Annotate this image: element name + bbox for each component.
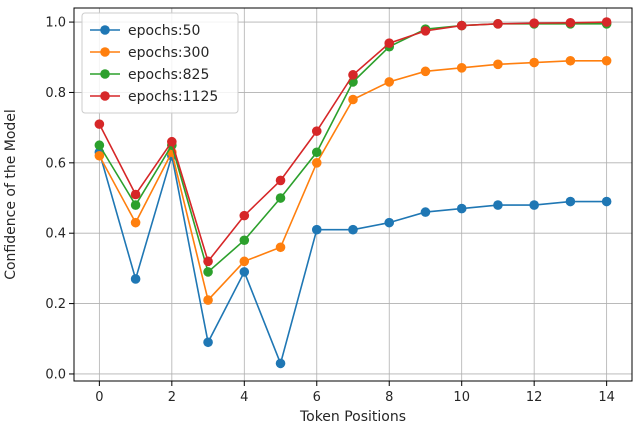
x-tick-label: 14 — [598, 390, 615, 405]
data-point-epochs-50 — [420, 207, 431, 217]
plot-series — [94, 17, 612, 369]
x-tick-label: 0 — [95, 390, 103, 405]
data-point-epochs-300 — [203, 295, 213, 305]
data-point-epochs-1125 — [493, 19, 503, 29]
axis-ticks: 0 2 4 6 8 10 12 14 0.0 0.2 0.4 0.6 0.8 1.0 — [45, 16, 615, 405]
data-point-epochs-825 — [311, 147, 322, 158]
data-point-epochs-300 — [130, 217, 141, 228]
data-point-epochs-50 — [275, 358, 286, 369]
data-point-epochs-1125 — [420, 26, 431, 36]
legend: epochs:50 epochs:300 epochs:825 epochs:1125 — [81, 12, 239, 114]
data-point-epochs-300 — [565, 55, 576, 66]
data-point-epochs-50 — [565, 196, 576, 207]
data-point-epochs-50 — [311, 224, 322, 235]
y-tick-label: 1.0 — [45, 16, 66, 31]
series-line-epochs-50 — [98, 152, 607, 366]
legend-marker-epochs-300 — [100, 47, 110, 57]
x-tick-label: 10 — [453, 390, 470, 405]
x-tick-label: 8 — [385, 390, 393, 405]
data-point-epochs-300 — [420, 66, 431, 77]
legend-label: epochs:825 — [128, 67, 209, 83]
data-point-epochs-1125 — [203, 256, 213, 267]
data-point-epochs-825 — [275, 193, 286, 203]
data-point-epochs-1125 — [565, 17, 576, 28]
data-point-epochs-825 — [203, 267, 213, 277]
data-point-epochs-1125 — [311, 126, 322, 136]
data-point-epochs-50 — [493, 200, 503, 210]
data-point-epochs-50 — [529, 200, 539, 210]
legend-marker-epochs-825 — [100, 69, 110, 79]
y-axis-label: Confidence of the Model — [3, 109, 19, 280]
data-point-epochs-300 — [529, 57, 539, 68]
data-point-epochs-825 — [94, 140, 105, 151]
y-tick-label: 0.0 — [45, 367, 66, 382]
data-point-epochs-1125 — [529, 18, 539, 28]
data-point-epochs-300 — [275, 242, 286, 253]
data-point-epochs-300 — [456, 63, 467, 73]
legend-label: epochs:1125 — [128, 89, 218, 105]
data-point-epochs-1125 — [94, 119, 105, 129]
data-point-epochs-1125 — [601, 17, 612, 27]
legend-label: epochs:300 — [128, 45, 209, 61]
data-point-epochs-300 — [348, 94, 358, 105]
data-point-epochs-50 — [348, 224, 358, 235]
legend-box — [81, 12, 239, 114]
x-tick-label: 6 — [313, 390, 321, 405]
data-point-epochs-300 — [493, 59, 503, 70]
y-tick-label: 0.2 — [45, 297, 66, 312]
data-point-epochs-1125 — [275, 175, 286, 186]
data-point-epochs-50 — [239, 267, 250, 277]
y-tick-label: 0.4 — [45, 227, 66, 242]
data-point-epochs-50 — [601, 196, 612, 207]
y-tick-label: 0.6 — [45, 156, 66, 171]
data-point-epochs-50 — [130, 274, 141, 284]
data-point-epochs-50 — [456, 203, 467, 214]
y-tick-label: 0.8 — [45, 86, 66, 101]
data-point-epochs-1125 — [239, 210, 250, 221]
data-point-epochs-300 — [239, 256, 250, 267]
legend-label: epochs:50 — [128, 23, 200, 39]
plot-frame — [73, 7, 633, 382]
data-point-epochs-1125 — [130, 189, 141, 200]
x-tick-label: 12 — [526, 390, 543, 405]
data-point-epochs-1125 — [384, 38, 395, 48]
data-point-epochs-1125 — [456, 20, 467, 31]
data-point-epochs-50 — [384, 217, 395, 228]
data-point-epochs-825 — [130, 200, 141, 210]
data-point-epochs-825 — [239, 235, 250, 246]
x-tick-label: 4 — [240, 390, 248, 405]
x-axis-label: Token Positions — [299, 409, 406, 425]
data-point-epochs-300 — [94, 150, 105, 161]
legend-marker-epochs-1125 — [100, 91, 110, 101]
data-point-epochs-1125 — [167, 136, 177, 147]
data-point-epochs-1125 — [348, 70, 358, 80]
x-tick-label: 2 — [168, 390, 176, 405]
data-point-epochs-300 — [384, 77, 395, 87]
data-point-epochs-300 — [601, 55, 612, 66]
data-point-epochs-300 — [311, 158, 322, 168]
data-point-epochs-50 — [203, 337, 213, 348]
legend-marker-epochs-50 — [100, 25, 110, 35]
